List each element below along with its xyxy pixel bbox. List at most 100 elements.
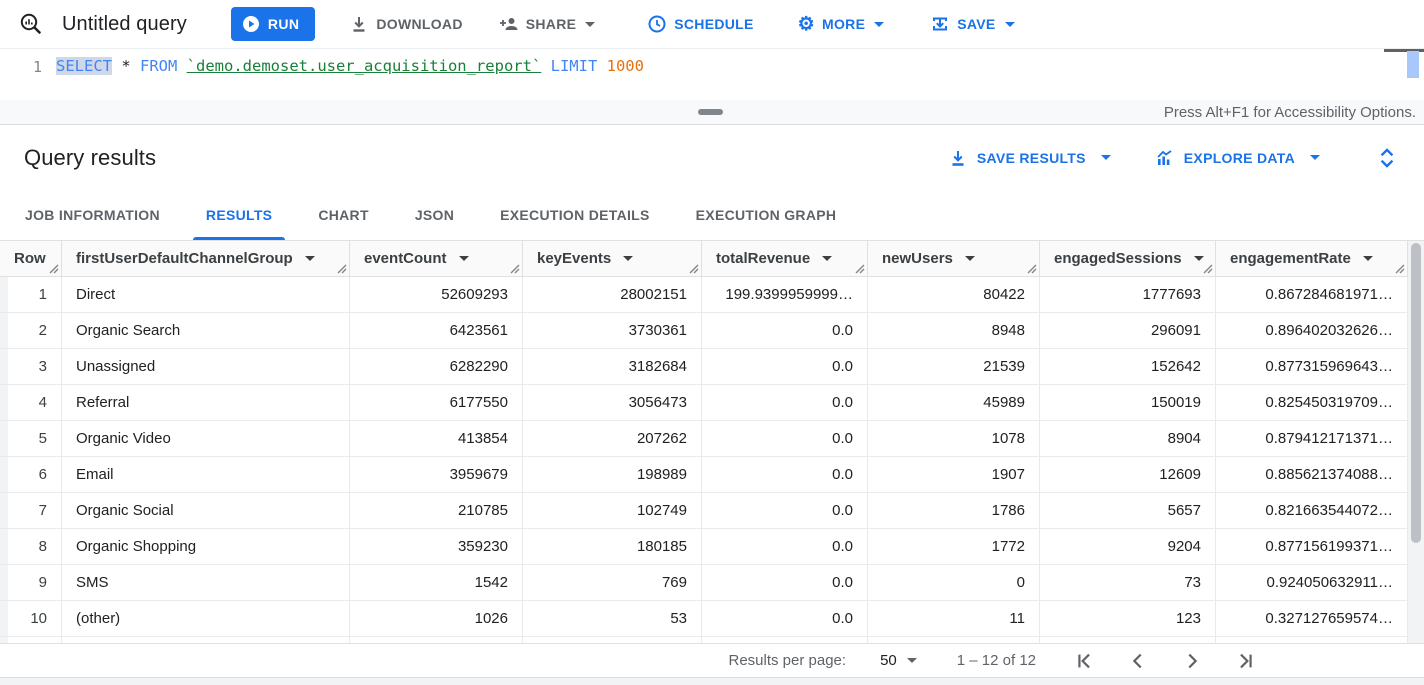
share-button[interactable]: SHARE <box>499 14 596 34</box>
column-menu-caret-icon[interactable] <box>458 256 469 261</box>
cell-engagementRate[interactable]: 0.879412171371… <box>1216 421 1408 456</box>
cell-engagementRate[interactable]: 0.877156199371… <box>1216 529 1408 564</box>
cell-newUsers[interactable]: 1772 <box>868 529 1040 564</box>
tab-job-information[interactable]: JOB INFORMATION <box>2 190 183 240</box>
cell-firstUserDefaultChannelGroup[interactable]: Organic Video <box>62 421 350 456</box>
cell-totalRevenue[interactable]: 0.0 <box>702 385 868 420</box>
editor-scrollbar-thumb[interactable] <box>1407 51 1419 78</box>
column-header-keyEvents[interactable]: keyEvents <box>523 241 702 276</box>
column-menu-caret-icon[interactable] <box>1362 256 1373 261</box>
cell-engagedSessions[interactable]: 5657 <box>1040 493 1216 528</box>
cell-keyEvents[interactable]: 3730361 <box>523 313 702 348</box>
cell-newUsers[interactable]: 1078 <box>868 421 1040 456</box>
cell-totalRevenue[interactable]: 0.0 <box>702 493 868 528</box>
cell-totalRevenue[interactable]: 0.0 <box>702 349 868 384</box>
run-button[interactable]: RUN <box>230 7 316 41</box>
table-scrollbar-track[interactable] <box>1408 241 1424 643</box>
cell-eventCount[interactable]: 359230 <box>350 529 523 564</box>
expand-collapse-results-button[interactable] <box>1374 145 1400 171</box>
explore-data-button[interactable]: EXPLORE DATA <box>1155 148 1320 168</box>
column-menu-caret-icon[interactable] <box>623 256 634 261</box>
first-page-button[interactable] <box>1064 647 1104 675</box>
cell-newUsers[interactable]: 11 <box>868 601 1040 636</box>
table-scrollbar-thumb[interactable] <box>1411 243 1421 543</box>
cell-eventCount[interactable]: 6282290 <box>350 349 523 384</box>
sql-editor[interactable]: 1 SELECT * FROM `demo.demoset.user_acqui… <box>0 48 1424 100</box>
save-button[interactable]: SAVE <box>930 14 1015 34</box>
column-menu-caret-icon[interactable] <box>304 256 315 261</box>
cell-firstUserDefaultChannelGroup[interactable]: Email <box>62 457 350 492</box>
save-results-button[interactable]: SAVE RESULTS <box>948 148 1111 168</box>
cell-totalRevenue[interactable]: 0.0 <box>702 421 868 456</box>
cell-eventCount[interactable]: 6423561 <box>350 313 523 348</box>
cell-engagementRate[interactable]: 1.0 <box>1216 637 1408 643</box>
cell-keyEvents[interactable]: 180185 <box>523 529 702 564</box>
cell-eventCount[interactable]: 1542 <box>350 565 523 600</box>
cell-engagementRate[interactable]: 0.924050632911… <box>1216 565 1408 600</box>
cell-totalRevenue[interactable]: 0.0 <box>702 529 868 564</box>
cell-engagementRate[interactable]: 0.867284681971… <box>1216 277 1408 312</box>
cell-keyEvents[interactable]: 134 <box>523 637 702 643</box>
cell-keyEvents[interactable]: 3182684 <box>523 349 702 384</box>
column-resize-handle[interactable] <box>854 263 865 274</box>
column-resize-handle[interactable] <box>1394 263 1405 274</box>
cell-totalRevenue[interactable]: 0.0 <box>702 601 868 636</box>
tab-chart[interactable]: CHART <box>295 190 392 240</box>
cell-engagedSessions[interactable]: 150019 <box>1040 385 1216 420</box>
cell-engagedSessions[interactable]: 152642 <box>1040 349 1216 384</box>
cell-engagementRate[interactable]: 0.825450319709… <box>1216 385 1408 420</box>
cell-firstUserDefaultChannelGroup[interactable]: Organic Search <box>62 313 350 348</box>
column-header-firstUserDefaultChannelGroup[interactable]: firstUserDefaultChannelGroup <box>62 241 350 276</box>
cell-totalRevenue[interactable]: 199.9399959999… <box>702 277 868 312</box>
cell-engagedSessions[interactable]: 296091 <box>1040 313 1216 348</box>
cell-engagementRate[interactable]: 0.327127659574… <box>1216 601 1408 636</box>
cell-keyEvents[interactable]: 102749 <box>523 493 702 528</box>
cell-newUsers[interactable]: 45989 <box>868 385 1040 420</box>
column-header-Row[interactable]: Row <box>0 241 62 276</box>
cell-engagedSessions[interactable]: 12609 <box>1040 457 1216 492</box>
last-page-button[interactable] <box>1226 647 1266 675</box>
column-header-newUsers[interactable]: newUsers <box>868 241 1040 276</box>
column-resize-handle[interactable] <box>336 263 347 274</box>
cell-engagementRate[interactable]: 0.885621374088… <box>1216 457 1408 492</box>
cell-eventCount[interactable]: 413854 <box>350 421 523 456</box>
tab-execution-graph[interactable]: EXECUTION GRAPH <box>673 190 860 240</box>
column-header-engagementRate[interactable]: engagementRate <box>1216 241 1408 276</box>
cell-keyEvents[interactable]: 769 <box>523 565 702 600</box>
cell-newUsers[interactable]: 1907 <box>868 457 1040 492</box>
column-resize-handle[interactable] <box>688 263 699 274</box>
cell-totalRevenue[interactable]: 0.0 <box>702 565 868 600</box>
cell-newUsers[interactable]: 0 <box>868 637 1040 643</box>
cell-eventCount[interactable]: 1026 <box>350 601 523 636</box>
cell-totalRevenue[interactable]: 0.0 <box>702 637 868 643</box>
cell-firstUserDefaultChannelGroup[interactable]: Paid Social <box>62 637 350 643</box>
cell-firstUserDefaultChannelGroup[interactable]: Referral <box>62 385 350 420</box>
tab-json[interactable]: JSON <box>392 190 477 240</box>
cell-eventCount[interactable]: 6177550 <box>350 385 523 420</box>
cell-firstUserDefaultChannelGroup[interactable]: Organic Shopping <box>62 529 350 564</box>
cell-engagedSessions[interactable]: 123 <box>1040 601 1216 636</box>
cell-engagedSessions[interactable]: 4 <box>1040 637 1216 643</box>
cell-engagementRate[interactable]: 0.896402032626… <box>1216 313 1408 348</box>
sql-table-reference-link[interactable]: `demo.demoset.user_acquisition_report` <box>186 57 542 75</box>
column-header-totalRevenue[interactable]: totalRevenue <box>702 241 868 276</box>
column-header-engagedSessions[interactable]: engagedSessions <box>1040 241 1216 276</box>
cell-eventCount[interactable]: 52609293 <box>350 277 523 312</box>
page-size-select[interactable]: 50 <box>880 652 917 669</box>
cell-newUsers[interactable]: 80422 <box>868 277 1040 312</box>
cell-newUsers[interactable]: 21539 <box>868 349 1040 384</box>
cell-keyEvents[interactable]: 3056473 <box>523 385 702 420</box>
tab-results[interactable]: RESULTS <box>183 190 295 240</box>
schedule-button[interactable]: SCHEDULE <box>647 14 753 34</box>
cell-engagedSessions[interactable]: 73 <box>1040 565 1216 600</box>
previous-page-button[interactable] <box>1118 647 1158 675</box>
cell-eventCount[interactable]: 210785 <box>350 493 523 528</box>
cell-keyEvents[interactable]: 207262 <box>523 421 702 456</box>
cell-totalRevenue[interactable]: 0.0 <box>702 313 868 348</box>
cell-totalRevenue[interactable]: 0.0 <box>702 457 868 492</box>
tab-execution-details[interactable]: EXECUTION DETAILS <box>477 190 673 240</box>
column-resize-handle[interactable] <box>48 263 59 274</box>
cell-newUsers[interactable]: 0 <box>868 565 1040 600</box>
cell-keyEvents[interactable]: 53 <box>523 601 702 636</box>
sql-code-line[interactable]: SELECT * FROM `demo.demoset.user_acquisi… <box>56 49 644 100</box>
